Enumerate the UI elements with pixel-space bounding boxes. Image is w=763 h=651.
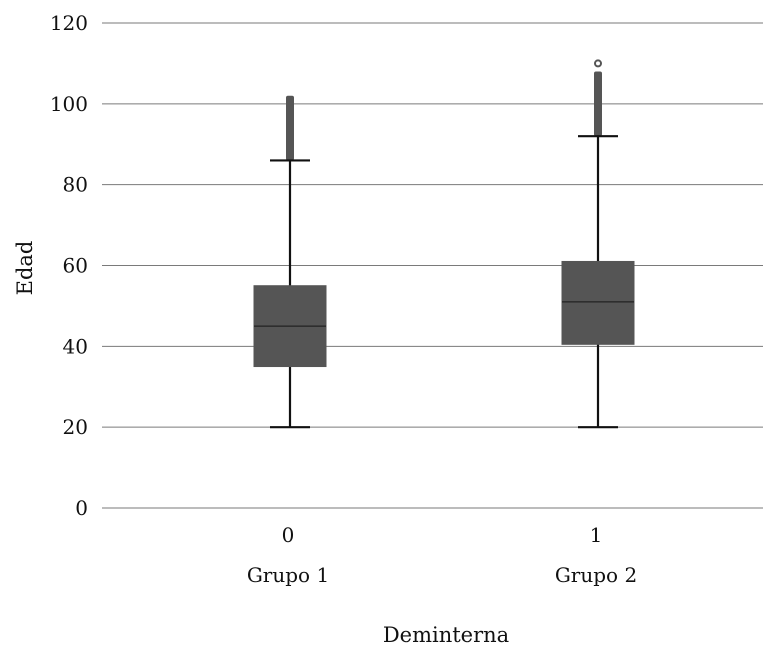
y-tick-label: 40 — [63, 334, 88, 358]
box-group-0 — [253, 95, 327, 429]
y-tick-label: 120 — [50, 11, 88, 35]
outlier-band — [286, 95, 294, 161]
y-tick-label: 0 — [75, 496, 88, 520]
outlier-band — [594, 71, 602, 137]
iqr-box — [561, 260, 635, 345]
x-axis-title: Deminterna — [383, 623, 509, 647]
y-tick-label: 60 — [63, 254, 88, 278]
x-tick-label: 1 — [590, 523, 603, 547]
box-group-1 — [561, 59, 635, 429]
boxes — [253, 59, 635, 429]
y-axis-title: Edad — [13, 241, 37, 296]
x-group-label: Grupo 2 — [555, 563, 637, 587]
x-group-label: Grupo 1 — [247, 563, 329, 587]
y-tick-label: 80 — [63, 173, 88, 197]
grid-lines — [102, 22, 763, 509]
x-tick-labels: 0 Grupo 1 1 Grupo 2 — [247, 523, 637, 587]
y-tick-label: 20 — [63, 415, 88, 439]
outlier-point — [594, 59, 602, 68]
y-tick-label: 100 — [50, 92, 88, 116]
y-tick-labels: 0 20 40 60 80 100 120 — [50, 11, 88, 520]
x-tick-label: 0 — [282, 523, 295, 547]
